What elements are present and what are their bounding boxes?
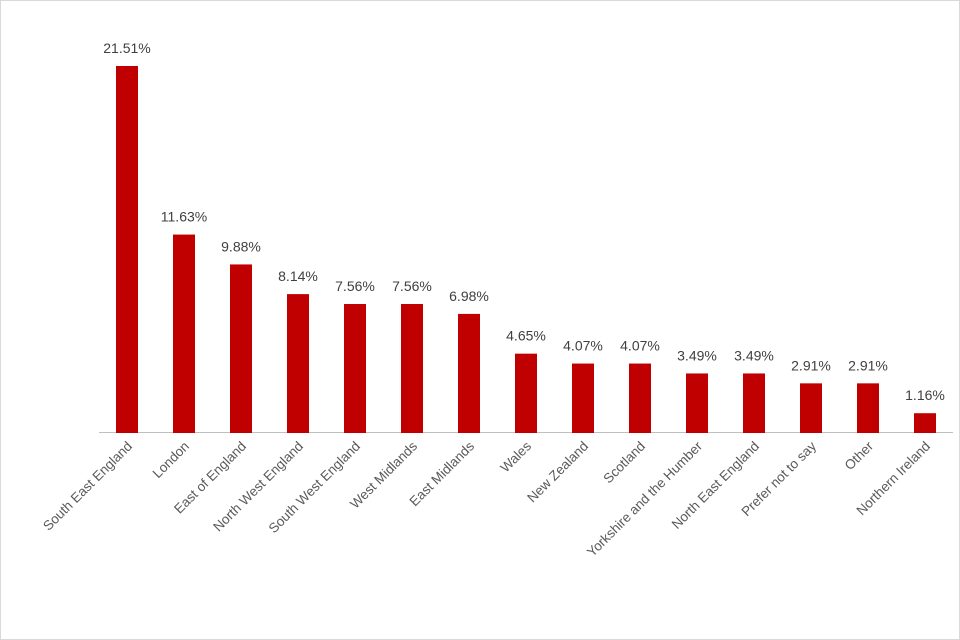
data-label: 9.88% [221, 238, 261, 254]
data-label: 1.16% [905, 387, 945, 403]
bar [914, 413, 936, 433]
bar [458, 313, 480, 433]
category-tick-label: Scotland [600, 439, 648, 487]
category-tick-label: Yorkshire and the Humber [584, 438, 706, 560]
data-label: 7.56% [392, 278, 432, 294]
category-tick-label: South East England [40, 439, 135, 534]
bar [857, 383, 879, 433]
data-label: 6.98% [449, 288, 489, 304]
data-label: 2.91% [791, 357, 831, 373]
data-label: 2.91% [848, 357, 888, 373]
bar [173, 234, 195, 433]
category-tick-label: Other [842, 438, 877, 473]
bar [230, 264, 252, 433]
category-tick-label: Wales [497, 438, 534, 475]
bar [515, 353, 537, 433]
bar [572, 363, 594, 433]
data-label: 21.51% [103, 40, 150, 56]
data-label: 11.63% [161, 209, 207, 225]
data-label: 7.56% [335, 278, 375, 294]
bar [629, 363, 651, 433]
data-label: 3.49% [734, 347, 774, 363]
bar [344, 304, 366, 433]
data-label: 4.07% [620, 338, 660, 354]
data-label: 4.07% [563, 338, 603, 354]
bar [743, 373, 765, 433]
bar [116, 66, 138, 433]
bar [401, 304, 423, 433]
bar [287, 294, 309, 433]
category-tick-label: London [150, 439, 192, 481]
data-label: 8.14% [278, 268, 318, 284]
bar [800, 383, 822, 433]
category-tick-label: New Zealand [524, 439, 591, 506]
bar [686, 373, 708, 433]
data-label: 3.49% [677, 347, 717, 363]
data-label: 4.65% [506, 328, 546, 344]
